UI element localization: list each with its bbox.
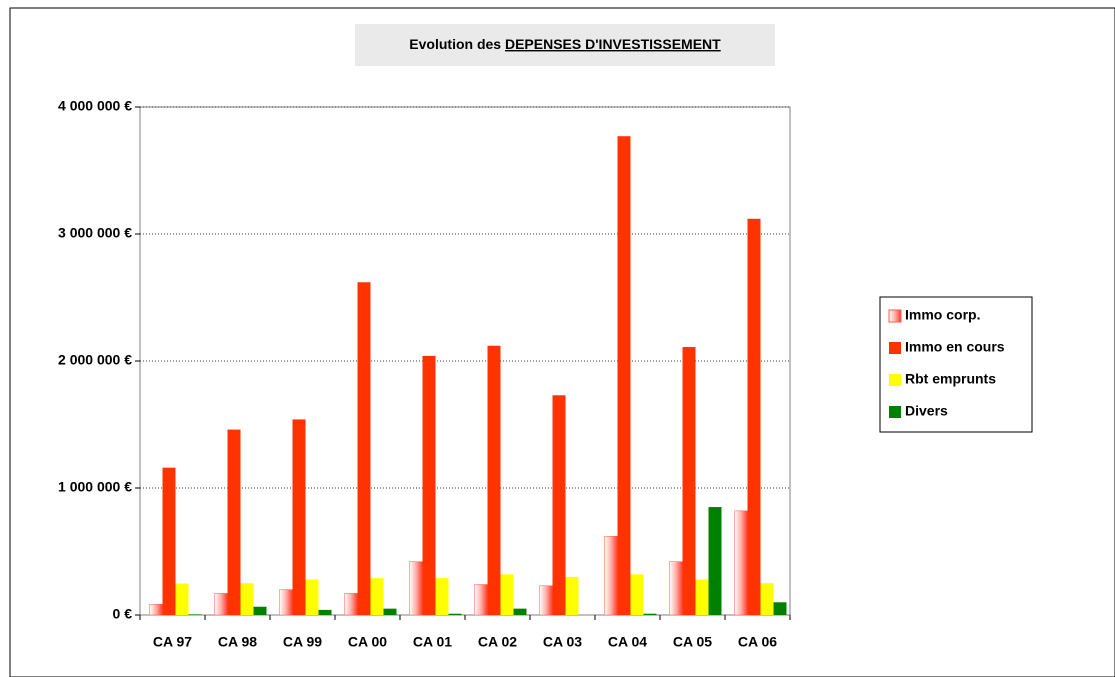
bar	[448, 613, 462, 615]
bar	[760, 583, 774, 615]
legend	[879, 296, 1033, 433]
bar	[708, 507, 722, 615]
bar	[318, 609, 332, 615]
bar	[214, 593, 228, 616]
bar	[539, 585, 553, 616]
legend-label: Immo corp.	[905, 307, 980, 323]
bar	[149, 603, 163, 616]
bar	[162, 467, 176, 615]
title-underlined: DEPENSES D'INVESTISSEMENT	[505, 36, 721, 52]
bar	[682, 347, 696, 615]
legend-swatch	[889, 342, 901, 354]
x-tick-label: CA 03	[543, 634, 582, 650]
bar	[604, 536, 618, 616]
y-tick-label: 1 000 000 €	[58, 479, 132, 495]
chart-title: Evolution des DEPENSES D'INVESTISSEMENT	[409, 36, 721, 52]
x-tick-label: CA 06	[738, 634, 777, 650]
title-box	[355, 24, 775, 66]
bar	[643, 613, 657, 615]
bar	[435, 578, 449, 615]
bar	[292, 419, 306, 615]
bar	[500, 574, 514, 615]
bar	[513, 608, 527, 615]
bar	[487, 345, 501, 615]
x-tick-label: CA 05	[673, 634, 712, 650]
bar	[422, 355, 436, 615]
bar	[370, 578, 384, 615]
legend-swatch	[889, 406, 901, 418]
x-tick-label: CA 97	[153, 634, 192, 650]
bar	[227, 429, 241, 615]
bar	[552, 395, 566, 615]
bar	[188, 614, 202, 615]
x-tick-label: CA 02	[478, 634, 517, 650]
bar	[305, 579, 319, 615]
bar	[565, 576, 579, 615]
legend-label: Divers	[905, 403, 948, 419]
x-tick-label: CA 01	[413, 634, 452, 650]
y-tick-label: 3 000 000 €	[58, 225, 132, 241]
bar	[383, 608, 397, 615]
bar	[617, 136, 631, 615]
bar	[734, 510, 748, 616]
bar	[409, 561, 423, 616]
bar	[357, 282, 371, 615]
bar	[669, 561, 683, 616]
x-tick-label: CA 04	[608, 634, 647, 650]
x-tick-label: CA 98	[218, 634, 257, 650]
title-text: Evolution des	[409, 36, 501, 52]
y-tick-label: 4 000 000 €	[58, 98, 132, 114]
x-tick-label: CA 00	[348, 634, 387, 650]
y-tick-label: 2 000 000 €	[58, 352, 132, 368]
bar	[279, 589, 293, 616]
legend-label: Rbt emprunts	[905, 371, 996, 387]
legend-label: Immo en cours	[905, 339, 1005, 355]
bar	[240, 583, 254, 615]
bar	[747, 218, 761, 615]
bar	[630, 574, 644, 615]
bar	[175, 583, 189, 615]
bar	[253, 606, 267, 615]
legend-swatch	[889, 374, 901, 386]
bar	[773, 602, 787, 615]
bar	[474, 584, 488, 616]
legend-swatch	[888, 309, 902, 323]
x-tick-label: CA 99	[283, 634, 322, 650]
y-tick-label: 0 €	[113, 606, 133, 622]
bar	[344, 593, 358, 616]
bar	[695, 579, 709, 615]
